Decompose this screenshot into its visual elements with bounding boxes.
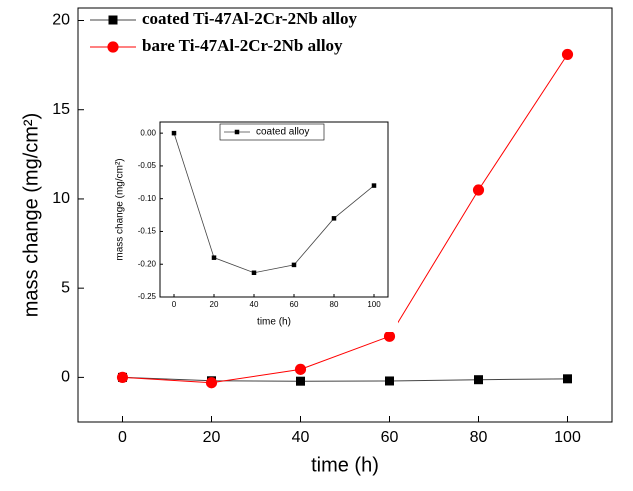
x-tick-label: 60 [381,429,399,446]
y-axis-label: mass change (mg/cm²) [20,113,42,318]
plot-frame [77,7,613,423]
data-point [171,130,177,136]
y-tick-label: -0.25 [138,292,157,301]
inset-background [90,112,398,332]
legend-box [219,123,325,141]
y-tick-label: 5 [61,279,70,296]
data-point [371,183,377,188]
data-point [296,376,305,386]
series-line [173,133,375,274]
series-line [122,376,568,382]
x-tick-label: 20 [203,429,221,446]
data-point [563,374,572,384]
data-point [294,363,307,375]
data-point [385,376,394,386]
legend-label: coated Ti-47Al-2Cr-2Nb alloy [142,9,358,28]
x-axis-label: time (h) [311,454,379,476]
x-tick-label: 0 [172,300,177,309]
y-tick-label: -0.15 [138,227,157,236]
data-point [116,371,129,383]
data-point [205,377,218,389]
x-tick-label: 80 [470,429,488,446]
y-tick-label: 0 [61,369,70,386]
x-tick-label: 20 [210,300,219,309]
y-tick-label: 10 [52,190,70,207]
y-tick-label: 0.00 [140,128,156,137]
x-tick-label: 0 [118,429,127,446]
x-tick-label: 100 [367,300,381,309]
legend-label: coated alloy [256,127,309,138]
series-line [122,54,568,384]
plot-frame [159,121,389,298]
y-axis-label: mass change (mg/cm²) [115,158,126,260]
x-tick-label: 100 [554,429,581,446]
y-tick-label: -0.10 [138,194,157,203]
y-tick-label: 20 [52,12,70,29]
data-point [561,48,574,60]
x-tick-label: 40 [292,429,310,446]
y-tick-label: -0.05 [138,161,157,170]
legend-marker [108,15,118,25]
data-point [474,375,483,385]
data-point [331,216,337,221]
y-tick-label: 15 [52,101,70,118]
legend-label: bare Ti-47Al-2Cr-2Nb alloy [142,36,343,55]
legend-marker [234,129,240,135]
data-point [251,270,257,275]
x-tick-label: 40 [250,300,259,309]
data-point [383,330,396,342]
x-tick-label: 80 [330,300,339,309]
x-tick-label: 60 [290,300,299,309]
data-point [291,262,297,268]
y-tick-label: -0.20 [138,259,157,268]
legend-marker [107,41,119,53]
data-point [472,184,485,196]
data-point [211,255,217,260]
x-axis-label: time (h) [257,317,291,328]
